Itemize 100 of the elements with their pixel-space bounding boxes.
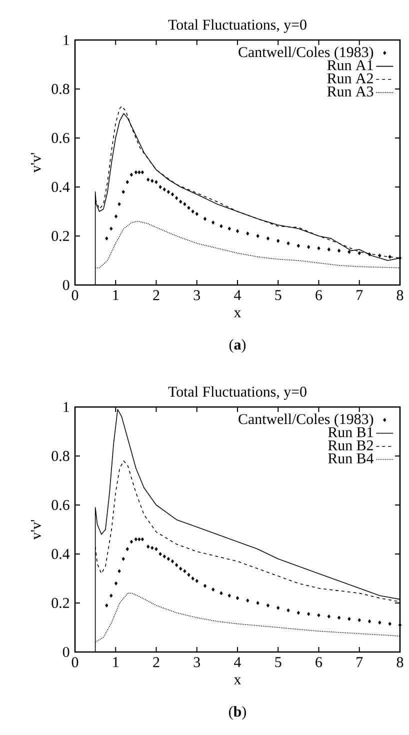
- point: [114, 581, 118, 586]
- x-tick-label: 7: [356, 657, 363, 667]
- point: [167, 190, 170, 194]
- point: [338, 616, 341, 620]
- point: [126, 180, 130, 184]
- point: [110, 594, 113, 598]
- legend-label: Run A1: [327, 60, 373, 70]
- text: (a): [230, 339, 246, 353]
- text: (b): [229, 706, 246, 720]
- point: [297, 610, 300, 615]
- x-tick-label: 0: [72, 290, 78, 300]
- x-tick-label: 6: [316, 290, 322, 300]
- x-tick-label: 4: [234, 657, 242, 668]
- point: [327, 614, 331, 618]
- x-tick-label: 5: [275, 290, 282, 300]
- point: [187, 206, 190, 210]
- point: [358, 251, 362, 256]
- y-tick-label: 0.2: [52, 598, 70, 608]
- x-tick-label: 0: [72, 657, 78, 668]
- x-tick-label: 7: [356, 290, 363, 300]
- point: [212, 220, 215, 225]
- point: [141, 170, 144, 174]
- point: [138, 170, 141, 174]
- point: [307, 245, 310, 250]
- point: [256, 601, 260, 605]
- y-tick-label: 0: [63, 646, 70, 658]
- point: [175, 563, 178, 568]
- point: [348, 250, 351, 254]
- point: [146, 544, 150, 549]
- x-tick-label: 1: [113, 290, 119, 300]
- point: [150, 546, 154, 550]
- point: [236, 229, 240, 234]
- point: [195, 578, 199, 583]
- point: [191, 576, 194, 580]
- point: [150, 178, 154, 183]
- legend-label: Cantwell/Coles (1983): [238, 46, 374, 60]
- legend-label: Run A3: [327, 86, 374, 97]
- point: [179, 566, 182, 571]
- point: [110, 226, 113, 231]
- x-tick-label: 3: [194, 657, 200, 668]
- point: [105, 603, 108, 608]
- point: [141, 537, 144, 542]
- x-tick-label: 8: [396, 657, 404, 668]
- point: [236, 596, 240, 600]
- x-tick-label: 3: [194, 290, 200, 300]
- point: [246, 598, 250, 603]
- chart-title: Total Fluctuations, y=0: [168, 386, 307, 400]
- legend-label: Cantwell/Coles (1983): [238, 414, 374, 428]
- point: [358, 618, 362, 622]
- legend-label: Run B4: [328, 453, 374, 464]
- point: [171, 192, 174, 196]
- legend-label: Run B1: [328, 427, 373, 438]
- point: [183, 202, 186, 206]
- point: [179, 200, 182, 204]
- point: [138, 537, 141, 542]
- point: [317, 246, 320, 250]
- point: [175, 196, 178, 200]
- point: [134, 537, 138, 542]
- point: [191, 210, 194, 214]
- point: [204, 216, 207, 221]
- x-axis-title: x: [234, 310, 242, 318]
- point: [118, 202, 121, 206]
- chart-title: Total Fluctuations, y=0: [168, 19, 307, 33]
- point: [286, 608, 290, 612]
- point: [368, 619, 372, 624]
- point: [162, 187, 166, 192]
- y-tick-label: 0.8: [52, 450, 70, 462]
- point: [130, 540, 134, 544]
- point: [158, 185, 162, 189]
- y-tick-label: 0.4: [52, 548, 70, 560]
- point: [114, 214, 118, 218]
- point: [348, 616, 351, 621]
- y-axis-title: v'v': [31, 520, 42, 540]
- point: [388, 622, 392, 626]
- point: [158, 552, 162, 556]
- point: [122, 190, 126, 194]
- point: [388, 254, 392, 259]
- point: [187, 572, 190, 577]
- point: [122, 556, 126, 561]
- x-tick-label: 5: [275, 657, 282, 668]
- point: [276, 238, 280, 243]
- y-tick-label: 0.6: [52, 132, 70, 144]
- x-tick-label: 2: [153, 657, 160, 668]
- point: [228, 594, 232, 598]
- legend-label: Run A2: [327, 73, 374, 84]
- y-tick-label: 0.4: [52, 182, 70, 192]
- point: [162, 554, 166, 558]
- point: [220, 591, 223, 596]
- point: [154, 180, 158, 184]
- point: [317, 613, 320, 618]
- point: [134, 170, 138, 174]
- y-axis-title: v'v': [31, 152, 42, 173]
- point: [154, 547, 158, 552]
- x-tick-label: 4: [234, 290, 242, 300]
- point: [307, 612, 310, 616]
- point: [297, 244, 300, 248]
- point: [212, 588, 215, 592]
- point: [286, 241, 290, 246]
- point: [105, 236, 108, 240]
- x-tick-label: 8: [396, 290, 404, 300]
